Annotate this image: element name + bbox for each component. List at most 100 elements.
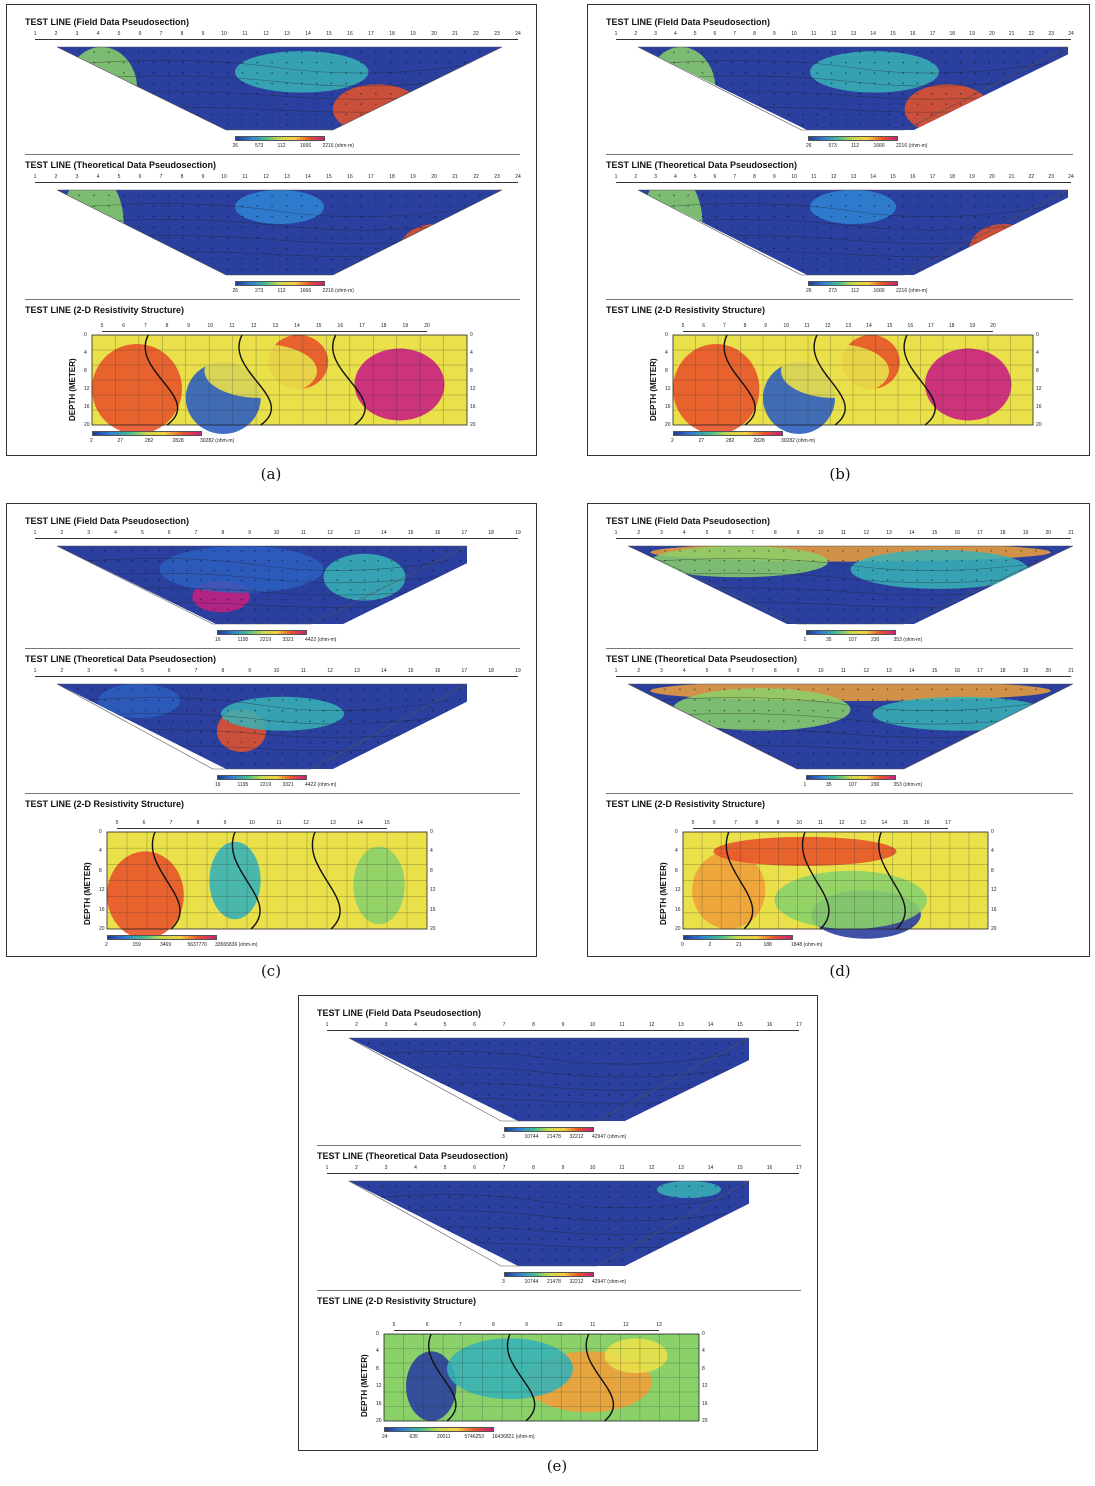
- data-point: [286, 247, 288, 250]
- color-scale-label: 0: [681, 942, 684, 948]
- data-point: [830, 113, 833, 116]
- data-point: [345, 92, 348, 95]
- electrode-label: 22: [1028, 174, 1035, 180]
- data-point: [931, 92, 933, 95]
- data-point: [240, 618, 243, 620]
- data-point: [554, 1104, 557, 1107]
- data-point: [648, 1115, 650, 1117]
- data-point: [268, 608, 270, 611]
- data-point: [1002, 205, 1005, 207]
- data-point: [461, 1094, 464, 1096]
- electrode-axis-line: [35, 39, 518, 40]
- data-point: [797, 579, 800, 581]
- electrode-label: 11: [817, 820, 824, 826]
- data-point: [488, 1196, 490, 1198]
- data-point: [281, 688, 284, 691]
- depth-tick-label-right: 20: [991, 926, 997, 932]
- depth-tick-label: 20: [99, 926, 105, 932]
- data-point: [902, 237, 904, 239]
- data-point: [137, 247, 140, 250]
- data-point: [634, 741, 637, 744]
- electrode-label: 22: [473, 31, 479, 37]
- data-point: [182, 268, 184, 271]
- caption-a: (a): [260, 465, 282, 483]
- data-point: [330, 124, 333, 126]
- electrode-label: 5: [140, 530, 144, 536]
- data-point: [117, 550, 120, 552]
- electrode-label: 20: [431, 174, 437, 180]
- data-point: [931, 608, 933, 611]
- data-point: [514, 1115, 517, 1117]
- data-point: [1060, 72, 1062, 74]
- data-point: [404, 550, 407, 552]
- data-point: [693, 608, 696, 611]
- data-point: [744, 92, 747, 95]
- contour-line: [813, 334, 846, 426]
- data-point: [117, 762, 120, 765]
- data-point: [391, 762, 393, 765]
- data-point: [186, 559, 188, 562]
- electrode-axis: 1 2 3 4 5 6 7 8 9 10 11 12 13 14 15 16 17 18 19 20 21 22 23 24: [615, 31, 1074, 41]
- electrode-label: 17: [461, 668, 468, 674]
- resistivity-body: [673, 344, 760, 434]
- data-point: [501, 1042, 504, 1044]
- data-point: [241, 51, 244, 53]
- electrode-label: 18: [380, 323, 387, 329]
- electrode-label: 8: [755, 820, 759, 826]
- data-point: [408, 1042, 410, 1044]
- data-point: [946, 550, 948, 552]
- data-point: [254, 569, 256, 572]
- data-point: [1060, 61, 1062, 64]
- theoretical-title: TEST LINE (Theoretical Data Pseudosectio…: [317, 1151, 509, 1161]
- data-point: [377, 608, 379, 611]
- data-point: [421, 1042, 424, 1044]
- electrode-label: 15: [902, 820, 909, 826]
- data-point: [753, 762, 755, 765]
- electrode-label: 11: [619, 1022, 625, 1028]
- data-point: [1005, 579, 1008, 581]
- color-scale-label: 16: [215, 637, 221, 643]
- data-point: [1005, 559, 1008, 562]
- data-point: [797, 699, 800, 701]
- data-point: [664, 752, 666, 754]
- data-point: [514, 1228, 517, 1230]
- data-point: [845, 247, 847, 250]
- data-point: [708, 731, 711, 733]
- data-point: [728, 1249, 730, 1251]
- data-point: [902, 258, 904, 260]
- data-point: [167, 72, 170, 74]
- data-point: [381, 1196, 384, 1198]
- data-point: [197, 113, 199, 116]
- data-point: [432, 608, 434, 611]
- depth-tick-label-right: 8: [702, 1365, 705, 1372]
- data-point: [434, 61, 437, 64]
- data-point: [211, 113, 214, 116]
- data-point: [336, 618, 338, 620]
- data-point: [664, 618, 666, 620]
- electrode-label: 3: [660, 668, 663, 674]
- depth-axis-label: DEPTH (METER): [360, 1354, 369, 1417]
- contour-line: [659, 219, 1047, 231]
- data-point: [391, 688, 393, 691]
- data-point: [594, 1042, 597, 1044]
- electrode-label: 10: [249, 820, 255, 826]
- data-point: [268, 589, 270, 591]
- data-point: [802, 226, 804, 228]
- data-point: [1005, 618, 1008, 620]
- data-point: [152, 113, 155, 116]
- color-gradient: [504, 1127, 594, 1132]
- data-point: [104, 559, 106, 562]
- electrode-label: 16: [954, 530, 961, 536]
- data-point: [661, 1094, 664, 1096]
- data-point: [768, 550, 770, 552]
- data-point: [117, 731, 120, 733]
- data-point: [679, 559, 681, 562]
- data-point: [271, 61, 273, 64]
- data-point: [286, 194, 288, 197]
- electrode-label: 9: [248, 530, 252, 536]
- data-point: [975, 579, 978, 581]
- electrode-label: 2: [54, 31, 58, 37]
- data-point: [493, 72, 496, 74]
- color-scale-label: 2828: [753, 438, 765, 444]
- data-point: [268, 618, 270, 620]
